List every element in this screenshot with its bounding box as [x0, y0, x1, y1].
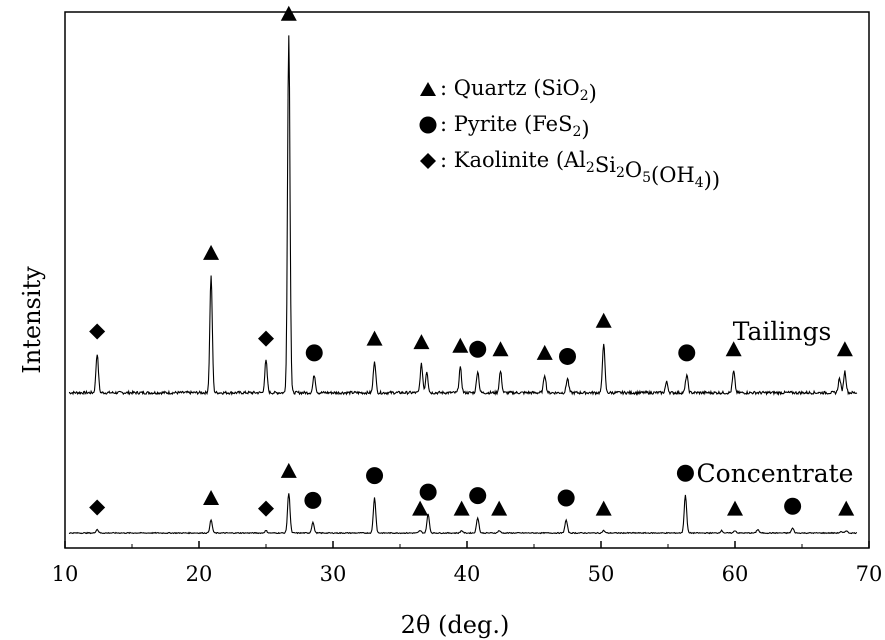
kaolinite-marker — [258, 330, 274, 347]
legend-formula-subscript: 2 — [572, 124, 581, 140]
legend-entry-kaolinite: : Kaolinite (Al2Si2O5(OH4)) — [440, 148, 720, 192]
legend-formula-subscript: 2 — [616, 165, 625, 181]
x-tick-label: 40 — [454, 562, 481, 586]
x-tick-label: 60 — [722, 562, 749, 586]
quartz-marker — [412, 500, 429, 516]
legend: : Quartz (SiO2): Pyrite (FeS2): Kaolinit… — [419, 76, 720, 192]
pyrite-marker — [784, 497, 802, 515]
legend-formula-subscript: 5 — [642, 170, 651, 186]
quartz-marker — [725, 341, 742, 357]
trace-labels: Tailings Concentrate — [697, 317, 854, 488]
legend-label: : Kaolinite — [440, 148, 556, 172]
x-axis-title: 2θ (deg.) — [401, 611, 510, 639]
quartz-marker — [595, 500, 612, 516]
pyrite-marker — [469, 487, 487, 505]
quartz-marker — [838, 500, 855, 516]
trace-concentrate — [68, 493, 857, 535]
legend-entry-quartz: : Quartz (SiO2) — [440, 76, 597, 105]
quartz-marker — [366, 330, 383, 346]
y-axis-title: Intensity — [18, 266, 46, 374]
quartz-marker — [280, 462, 297, 478]
pyrite-marker — [419, 483, 437, 501]
legend-formula: )) — [704, 168, 720, 192]
legend-formula: (Al — [556, 148, 586, 172]
kaolinite-marker — [89, 499, 106, 516]
legend-formula: (SiO — [533, 76, 580, 100]
x-tick-label: 20 — [186, 562, 213, 586]
quartz-marker — [280, 5, 297, 21]
quartz-marker — [536, 344, 553, 360]
x-tick-label: 30 — [320, 562, 347, 586]
pyrite-marker — [366, 467, 384, 485]
pyrite-marker — [305, 344, 323, 362]
legend-formula: Si — [595, 153, 616, 177]
pyrite-marker — [678, 344, 696, 362]
legend-formula-subscript: 4 — [695, 175, 704, 191]
phase-markers — [89, 5, 855, 517]
legend-formula: O — [625, 158, 642, 182]
quartz-marker — [203, 244, 220, 260]
pyrite-marker — [676, 464, 694, 482]
legend-formula-subscript: 2 — [580, 88, 589, 104]
kaolinite-marker — [89, 323, 106, 340]
x-axis-ticks: 10 20 30 40 50 60 70 — [52, 541, 883, 586]
legend-label: : Pyrite — [440, 112, 524, 136]
legend-diamond-icon — [420, 153, 436, 169]
legend-formula: ) — [581, 117, 589, 141]
legend-circle-icon — [419, 116, 437, 134]
quartz-marker — [836, 341, 853, 357]
legend-entry-pyrite: : Pyrite (FeS2) — [440, 112, 590, 141]
quartz-marker — [453, 500, 470, 516]
quartz-marker — [727, 500, 743, 516]
x-tick-label: 70 — [856, 562, 883, 586]
x-tick-label: 50 — [588, 562, 615, 586]
trace-label-concentrate: Concentrate — [697, 459, 854, 488]
legend-triangle-icon — [420, 82, 436, 96]
quartz-marker — [413, 334, 430, 350]
pyrite-marker — [557, 489, 575, 507]
pyrite-marker — [559, 347, 576, 365]
trace-label-tailings: Tailings — [733, 317, 832, 346]
pyrite-marker — [469, 340, 487, 358]
traces — [68, 35, 858, 535]
legend-formula: (FeS — [524, 112, 572, 136]
legend-formula: (OH — [651, 163, 695, 187]
legend-label: : Quartz — [440, 76, 533, 100]
quartz-marker — [491, 500, 508, 516]
trace-tailings — [68, 35, 858, 396]
legend-formula: ) — [589, 81, 597, 105]
quartz-marker — [492, 341, 509, 357]
legend-formula-subscript: 2 — [586, 160, 595, 176]
quartz-marker — [595, 312, 612, 328]
kaolinite-marker — [258, 500, 274, 517]
quartz-marker — [452, 337, 469, 353]
x-tick-label: 10 — [52, 562, 79, 586]
pyrite-marker — [304, 491, 322, 509]
quartz-marker — [203, 490, 220, 506]
